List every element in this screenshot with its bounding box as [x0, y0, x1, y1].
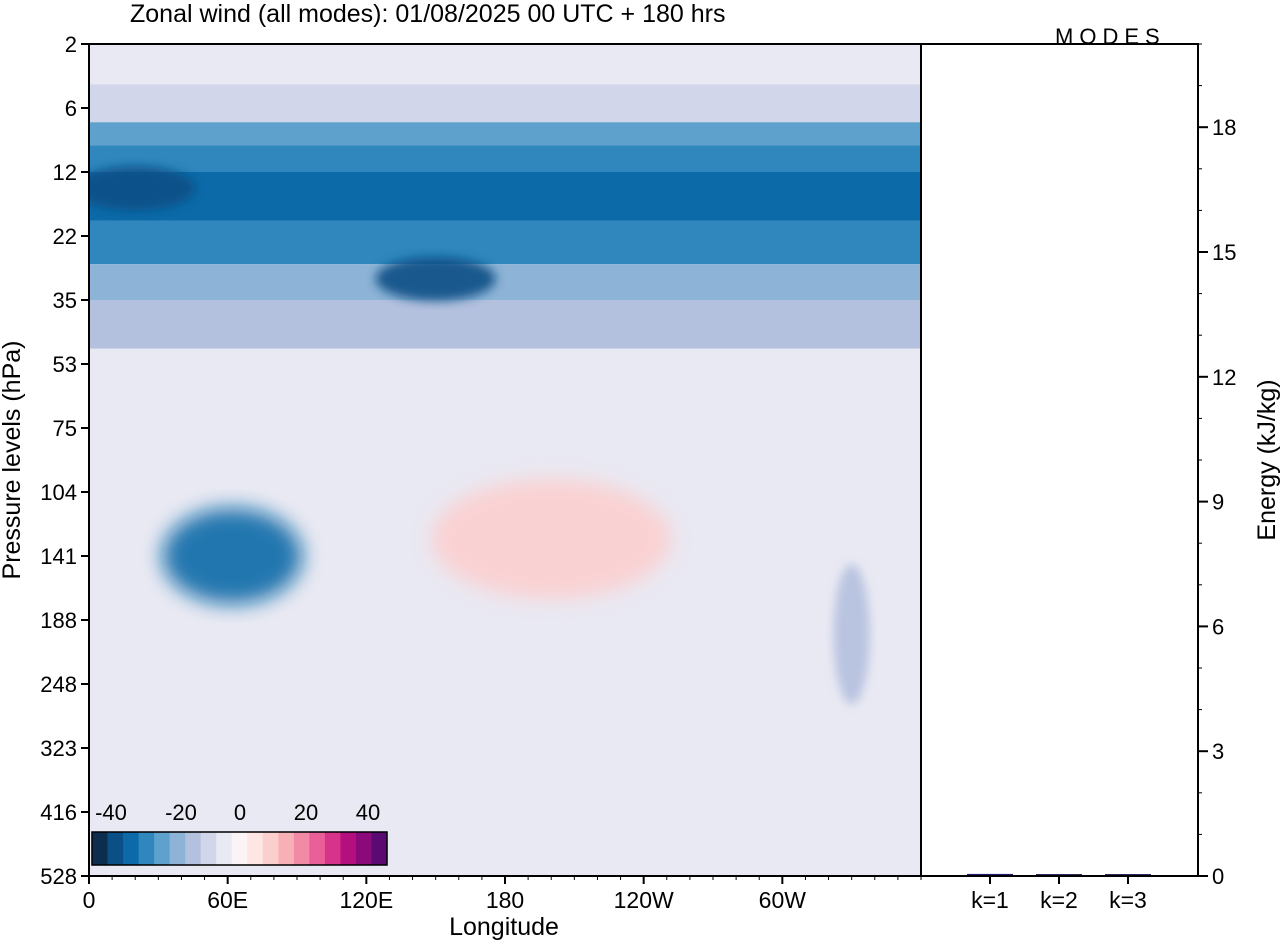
- y-tick-label: 2: [65, 32, 77, 57]
- heatmap-feature: [431, 478, 672, 599]
- heatmap-band: [89, 172, 921, 221]
- colorbar-swatch: [309, 832, 326, 865]
- colorbar-swatch: [231, 832, 248, 865]
- y-tick-label: 35: [53, 288, 77, 313]
- y-tick-label: 22: [53, 224, 77, 249]
- x-tick-label: 60E: [207, 887, 248, 913]
- colorbar-label: -20: [165, 800, 197, 825]
- colorbar-swatch: [200, 832, 217, 865]
- colorbar-swatch: [371, 832, 388, 865]
- colorbar-swatch: [185, 832, 202, 865]
- y-tick-label: 248: [40, 672, 77, 697]
- colorbar-swatch: [247, 832, 264, 865]
- x-tick-label: 60W: [759, 887, 807, 913]
- energy-tick-label: 18: [1212, 115, 1236, 140]
- colorbar-swatch: [216, 832, 233, 865]
- heatmap-band: [89, 44, 921, 85]
- x-tick-label: 120E: [339, 887, 393, 913]
- colorbar-swatch: [278, 832, 295, 865]
- colorbar: -40 -20 0 20 40: [91, 800, 388, 866]
- y-tick-label: 416: [40, 800, 77, 825]
- heatmap-band: [89, 145, 921, 172]
- colorbar-swatch: [107, 832, 124, 865]
- bar-category-label: k=2: [1040, 887, 1078, 913]
- bar-category-label: k=1: [971, 887, 1009, 913]
- energy-tick-label: 6: [1212, 614, 1224, 639]
- bar-category-label: k=3: [1109, 887, 1147, 913]
- colorbar-swatch: [169, 832, 186, 865]
- heatmap-feature: [833, 564, 870, 705]
- energy-tick-label: 15: [1212, 240, 1236, 265]
- colorbar-swatch: [293, 832, 310, 865]
- energy-tick-label: 3: [1212, 739, 1224, 764]
- heatmap-band: [89, 348, 921, 876]
- colorbar-swatch: [138, 832, 155, 865]
- energy-tick-label: 9: [1212, 490, 1224, 515]
- axes: 0 60E 120E 180 120W 60W2612223553751041411882…: [40, 32, 1236, 913]
- heatmap-area: [89, 44, 921, 876]
- y-tick-label: 141: [40, 544, 77, 569]
- x-tick-label: 180: [486, 887, 524, 913]
- energy-tick-label: 0: [1212, 864, 1224, 889]
- heatmap-band: [89, 84, 921, 123]
- x-axis-label: Longitude: [449, 913, 559, 941]
- colorbar-swatch: [324, 832, 341, 865]
- colorbar-label: 20: [294, 800, 318, 825]
- x-tick-label: 0: [83, 887, 96, 913]
- energy-bar: [967, 873, 1013, 876]
- heatmap-band: [89, 300, 921, 349]
- y-tick-label: 323: [40, 736, 77, 761]
- colorbar-frame: [91, 831, 388, 866]
- colorbar-swatch: [340, 832, 357, 865]
- bar-panel-frame: [920, 43, 1199, 877]
- energy-bar-panel: k=1 k=2 k=3: [967, 873, 1151, 913]
- x-tick-label: 120W: [614, 887, 674, 913]
- colorbar-label: 0: [234, 800, 246, 825]
- heatmap-feature: [89, 166, 196, 211]
- heatmap-band: [89, 264, 921, 300]
- y-tick-label: 6: [65, 96, 77, 121]
- colorbar-swatch: [123, 832, 140, 865]
- modes-logo: MODES: [1055, 24, 1166, 49]
- colorbar-label: -40: [95, 800, 127, 825]
- y-tick-label: 104: [40, 480, 77, 505]
- y-tick-label: 75: [53, 416, 77, 441]
- heatmap-feature: [375, 256, 496, 301]
- y-tick-label: 53: [53, 352, 77, 377]
- y-axis-label: Pressure levels (hPa): [0, 341, 26, 580]
- colorbar-swatch: [262, 832, 279, 865]
- chart-title: Zonal wind (all modes): 01/08/2025 00 UT…: [130, 0, 725, 28]
- energy-tick-label: 12: [1212, 365, 1236, 390]
- colorbar-label: 40: [356, 800, 380, 825]
- heatmap-feature: [162, 508, 303, 604]
- heatmap-band: [89, 122, 921, 146]
- colorbar-swatch: [355, 832, 372, 865]
- colorbar-swatch: [154, 832, 171, 865]
- heatmap-band: [89, 220, 921, 265]
- y-tick-label: 528: [40, 864, 77, 889]
- y-tick-label: 12: [53, 160, 77, 185]
- y-tick-label: 188: [40, 608, 77, 633]
- colorbar-swatch: [92, 832, 109, 865]
- energy-axis-label: Energy (kJ/kg): [1253, 379, 1280, 540]
